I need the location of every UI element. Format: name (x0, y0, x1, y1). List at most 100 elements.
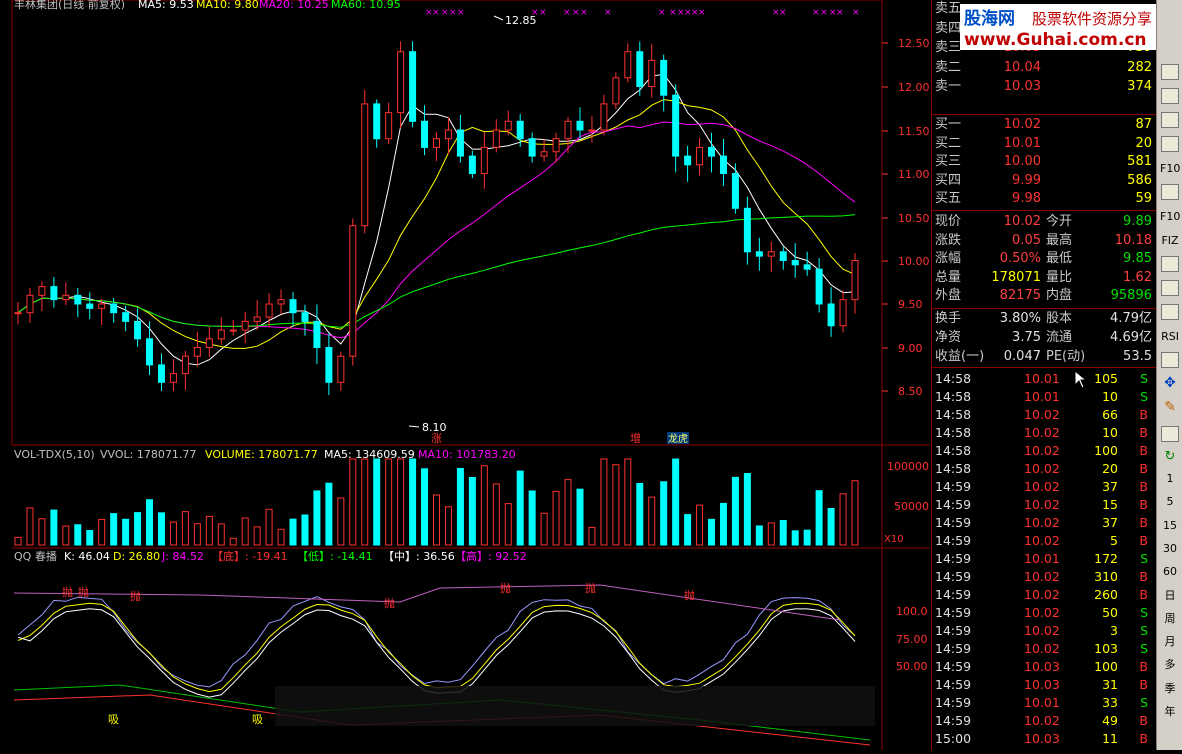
badge-zeng[interactable]: 增 (630, 431, 641, 445)
fund-value: 4.79亿 (1110, 311, 1152, 326)
candle-body (361, 103, 369, 227)
chart-line-icon[interactable] (1161, 88, 1179, 104)
period-button[interactable]: 日 (1164, 588, 1176, 602)
trade-row[interactable]: 14:58 10.02 10 B (932, 424, 1156, 442)
buy-order-row[interactable]: 买二 10.01 20 (932, 135, 1156, 153)
candles (14, 41, 859, 396)
rsi-button[interactable]: RSI (1161, 330, 1179, 343)
trade-row[interactable]: 14:59 10.02 37 B (932, 514, 1156, 532)
trade-row[interactable]: 14:59 10.02 3 S (932, 622, 1156, 640)
period-button[interactable]: 多 (1164, 658, 1176, 672)
period-button[interactable]: 季 (1164, 681, 1176, 695)
trade-row[interactable]: 14:59 10.02 49 B (932, 712, 1156, 730)
buy-order-row[interactable]: 买五 9.98 59 (932, 190, 1156, 208)
trade-row[interactable]: 14:58 10.02 20 B (932, 460, 1156, 478)
trade-row[interactable]: 14:59 10.02 15 B (932, 496, 1156, 514)
volume-bar (851, 480, 859, 546)
document-icon[interactable] (1161, 184, 1179, 200)
pencil-icon[interactable]: ✎ (1164, 399, 1176, 415)
sell-order-row[interactable]: 卖二 10.04 282 (932, 59, 1156, 77)
trade-row[interactable]: 14:59 10.02 5 B (932, 532, 1156, 550)
period-button[interactable]: 30 (1163, 541, 1177, 555)
trade-row[interactable]: 14:59 10.01 172 S (932, 550, 1156, 568)
trade-row[interactable]: 14:59 10.02 310 B (932, 568, 1156, 586)
candle-body (301, 312, 309, 322)
period-button[interactable]: 1 (1166, 472, 1174, 485)
period-button[interactable]: 15 (1163, 518, 1177, 532)
period-button[interactable]: 月 (1164, 635, 1176, 649)
wave-icon[interactable] (1161, 304, 1179, 320)
sell-order-row[interactable]: 卖五 (932, 0, 1156, 18)
trade-row[interactable]: 14:59 10.02 37 B (932, 478, 1156, 496)
fund-value: 0.047 (1003, 349, 1041, 364)
trade-row[interactable]: 14:58 10.01 10 S (932, 388, 1156, 406)
candle-body (731, 173, 739, 209)
volume-bar (672, 458, 680, 546)
trade-row[interactable]: 14:58 10.01 105 S (932, 370, 1156, 388)
logo-brand: 股海网 (964, 8, 1015, 29)
f10-button[interactable]: F10 (1160, 162, 1181, 175)
chart-area[interactable]: 12.50 12.00 11.50 11.00 10.50 10.00 9.50 9.00 8.… (0, 0, 930, 750)
trade-time: 14:59 (935, 533, 972, 548)
candle-body (624, 51, 632, 79)
trade-row[interactable]: 14:59 10.02 103 S (932, 640, 1156, 658)
bar-chart-icon[interactable] (1161, 136, 1179, 152)
candle-body (492, 129, 500, 148)
quote-value: 82175 (999, 288, 1041, 304)
trade-row[interactable]: 14:59 10.02 50 S (932, 604, 1156, 622)
period-button[interactable]: 年 (1164, 705, 1176, 718)
trade-row[interactable]: 15:00 10.03 11 B (932, 730, 1156, 748)
order-price: 9.98 (1012, 191, 1041, 207)
candle-body (588, 129, 596, 132)
logo-url: www.Guhai.com.cn (964, 30, 1147, 50)
period-button[interactable]: 周 (1164, 611, 1176, 625)
order-price: 9.99 (1012, 172, 1041, 188)
volume-bar (827, 508, 835, 546)
period-button[interactable]: 60 (1163, 565, 1177, 579)
grid-icon[interactable] (1161, 64, 1179, 80)
trade-row[interactable]: 14:58 10.02 100 B (932, 442, 1156, 460)
trade-row[interactable]: 14:58 10.02 66 B (932, 406, 1156, 424)
badge-longhu[interactable]: 龙虎 (668, 432, 688, 445)
trade-row[interactable]: 14:59 10.03 31 B (932, 676, 1156, 694)
trade-row[interactable]: 14:59 10.03 100 B (932, 658, 1156, 676)
badge-zhang[interactable]: 涨 (431, 432, 442, 445)
trade-side: S (1140, 551, 1148, 566)
candle-body (648, 59, 656, 88)
list-icon[interactable] (1161, 280, 1179, 296)
kline-chart[interactable]: 12.50 12.00 11.50 11.00 10.50 10.00 9.50 9.00 8.… (0, 0, 930, 750)
f5-icon[interactable] (1161, 426, 1179, 442)
trade-time: 14:59 (935, 677, 972, 692)
trade-side: S (1140, 389, 1148, 404)
order-volume: 282 (1127, 59, 1152, 75)
vvol-legend: VVOL: 178071.77 (100, 448, 196, 461)
divider (932, 308, 1156, 309)
trade-row[interactable]: 14:59 10.02 260 B (932, 586, 1156, 604)
move-icon[interactable]: ✥ (1164, 375, 1176, 391)
trade-row[interactable]: 14:59 10.01 33 S (932, 694, 1156, 712)
chart-icon[interactable] (1161, 256, 1179, 272)
volume-bar (516, 470, 524, 546)
x-mark: × (604, 8, 612, 18)
fiz-button[interactable]: FIZ (1161, 234, 1179, 247)
f10-alt-button[interactable]: F10 (1160, 210, 1181, 223)
kline-icon[interactable] (1161, 112, 1179, 128)
trade-side: S (1140, 371, 1148, 386)
sell-order-row[interactable]: 卖四 (932, 20, 1156, 38)
candle-body (110, 303, 118, 314)
trade-side: B (1139, 497, 1148, 512)
buy-order-row[interactable]: 买三 10.00 581 (932, 153, 1156, 171)
trade-volume: 105 (1094, 371, 1118, 386)
refresh-icon[interactable]: ↻ (1164, 449, 1176, 464)
sell-order-row[interactable]: 卖一 10.03 374 (932, 78, 1156, 96)
volume-bar (349, 458, 357, 546)
period-button[interactable]: 5 (1166, 495, 1174, 509)
buy-order-row[interactable]: 买一 10.02 87 (932, 116, 1156, 134)
signal-icon[interactable] (1161, 352, 1179, 368)
candle-body (397, 51, 405, 114)
buy-order-row[interactable]: 买四 9.99 586 (932, 172, 1156, 190)
x-mark: × (441, 8, 449, 18)
candle-body (540, 151, 548, 157)
trade-price: 10.01 (1024, 371, 1060, 386)
ma10-legend: MA10: 9.80 (196, 0, 259, 11)
